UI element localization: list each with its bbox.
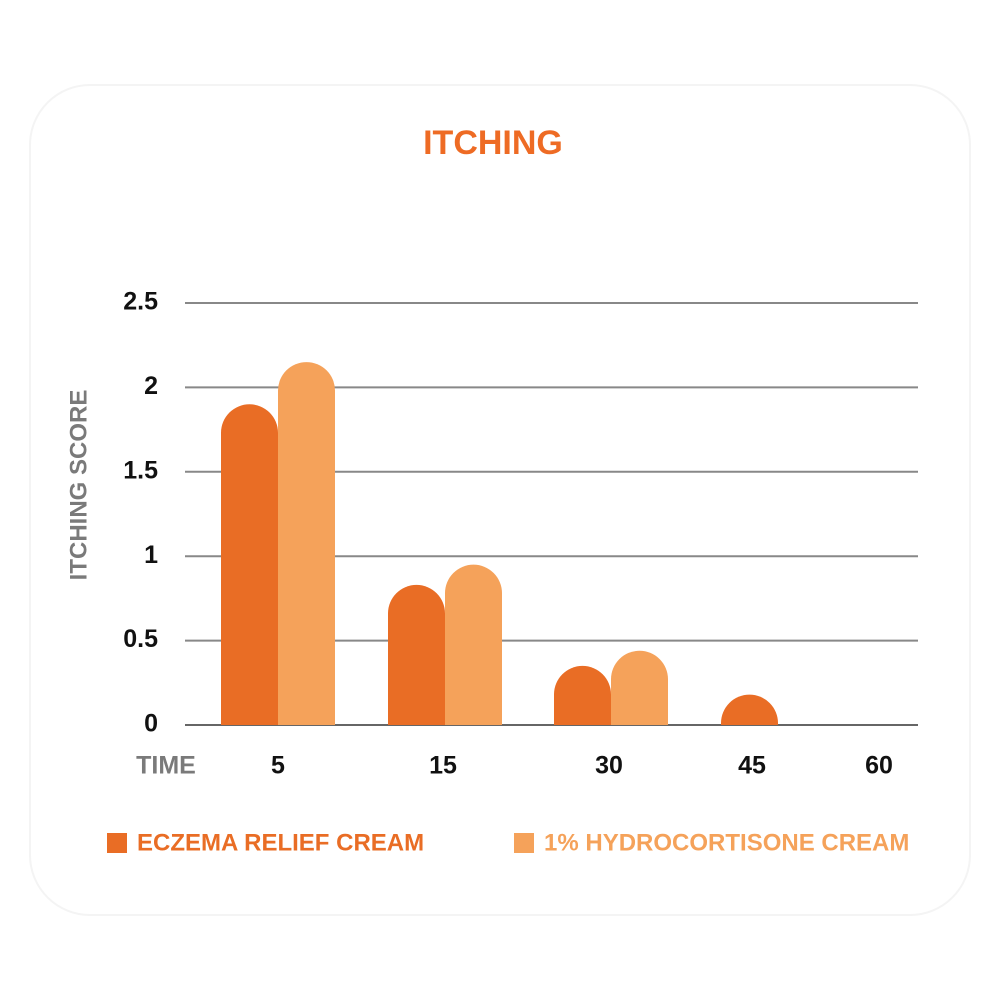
y-tick-label: 0 bbox=[144, 710, 158, 738]
x-tick-label: 5 bbox=[271, 752, 285, 780]
x-axis-label: TIME bbox=[136, 752, 196, 780]
legend-swatch bbox=[514, 833, 534, 853]
y-tick-label: 1 bbox=[144, 541, 158, 569]
y-axis-label: ITCHING SCORE bbox=[65, 390, 92, 581]
bar bbox=[554, 665, 611, 725]
bar bbox=[278, 362, 335, 725]
x-tick-label: 45 bbox=[738, 752, 766, 780]
chart-title: ITCHING bbox=[423, 124, 563, 162]
bar bbox=[611, 650, 668, 725]
x-tick-label: 15 bbox=[429, 752, 457, 780]
y-tick-label: 2 bbox=[144, 372, 158, 400]
bar bbox=[445, 564, 502, 725]
x-tick-label: 30 bbox=[595, 752, 623, 780]
legend-swatch bbox=[107, 833, 127, 853]
bar bbox=[221, 404, 278, 725]
y-tick-label: 0.5 bbox=[123, 625, 158, 653]
bar bbox=[388, 584, 445, 725]
card bbox=[29, 84, 971, 916]
legend-label: 1% HYDROCORTISONE CREAM bbox=[544, 829, 909, 856]
x-tick-label: 60 bbox=[865, 752, 893, 780]
y-tick-label: 2.5 bbox=[123, 288, 158, 316]
legend-label: ECZEMA RELIEF CREAM bbox=[137, 829, 424, 856]
bar bbox=[721, 694, 778, 725]
y-tick-label: 1.5 bbox=[123, 456, 158, 484]
